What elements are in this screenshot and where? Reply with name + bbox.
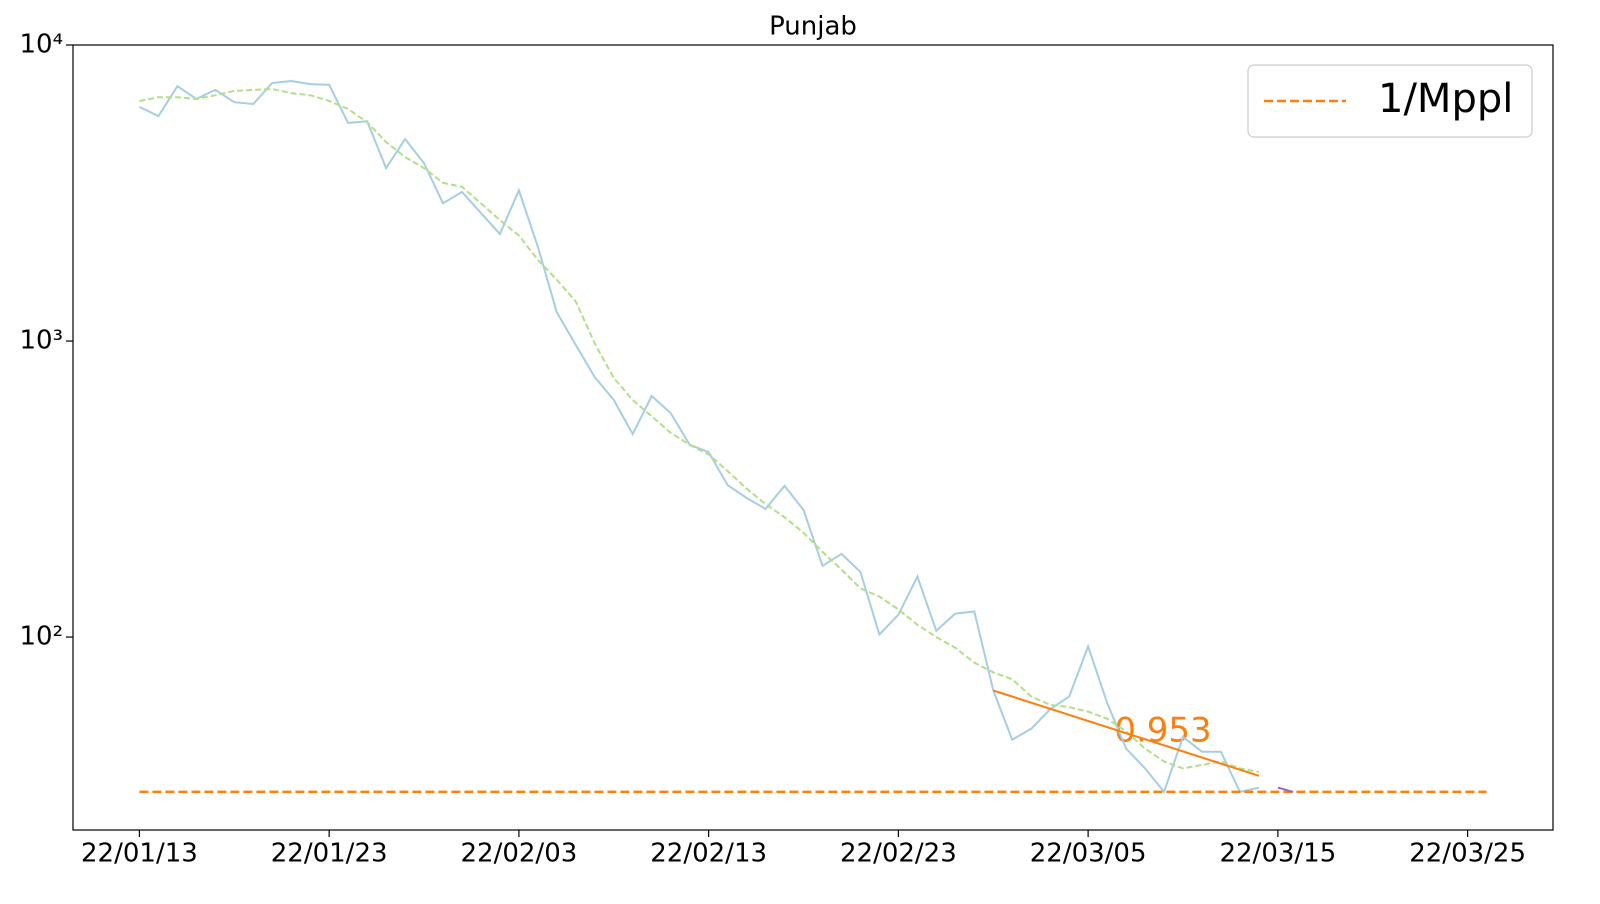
x-tick-label: 22/03/05 xyxy=(1030,839,1147,869)
legend-label: 1/Mppl xyxy=(1378,76,1513,122)
series-line xyxy=(992,689,1260,777)
series-line xyxy=(138,79,1260,794)
y-tick-label: 10² xyxy=(19,622,63,652)
x-tick-label: 22/03/15 xyxy=(1219,839,1336,869)
y-tick-label: 10³ xyxy=(19,326,63,356)
y-tick-label: 10⁴ xyxy=(19,30,63,60)
x-tick-label: 22/02/23 xyxy=(840,839,957,869)
plot-frame xyxy=(72,44,1554,831)
x-tick-label: 22/03/25 xyxy=(1409,839,1526,869)
chart-title: Punjab xyxy=(769,12,857,42)
annotation: 0.953 xyxy=(1114,711,1211,751)
x-tick-label: 22/02/03 xyxy=(461,839,578,869)
series-line xyxy=(1277,786,1294,793)
x-tick-label: 22/01/23 xyxy=(271,839,388,869)
series-line xyxy=(139,87,1260,773)
x-tick-label: 22/01/13 xyxy=(81,839,198,869)
legend-box xyxy=(1247,64,1533,138)
x-tick-label: 22/02/13 xyxy=(650,839,767,869)
